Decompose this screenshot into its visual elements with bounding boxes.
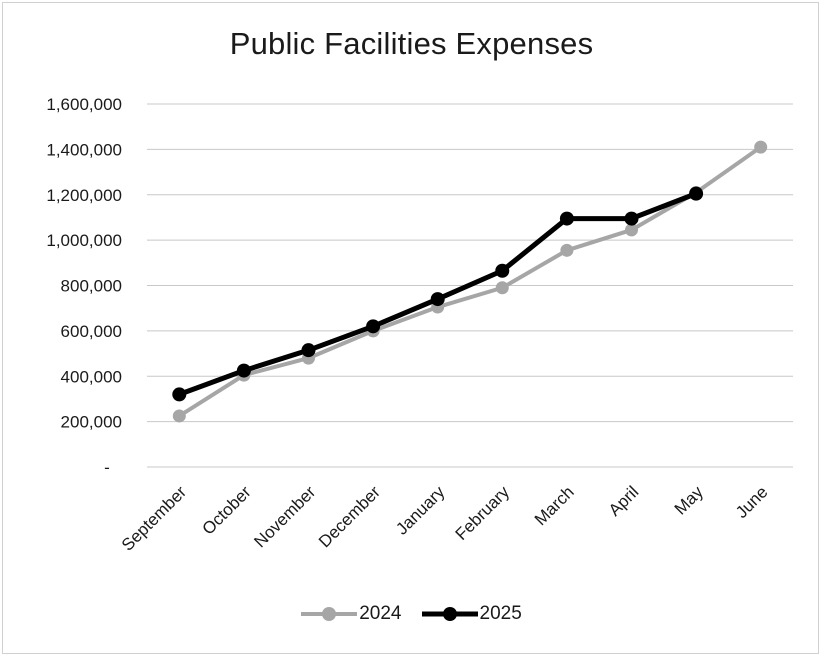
x-tick-label: June xyxy=(732,482,772,522)
chart-title: Public Facilities Expenses xyxy=(229,26,594,61)
data-point xyxy=(495,263,510,278)
y-tick-label: 1,000,000 xyxy=(46,231,122,250)
data-point xyxy=(495,281,509,295)
data-point xyxy=(560,243,574,257)
x-tick-label: October xyxy=(199,482,255,538)
data-point xyxy=(301,343,316,358)
series-2025 xyxy=(172,186,704,402)
y-axis-tick-labels: - 200,000 400,000 600,000 800,000 1,000,000 1,… xyxy=(46,95,122,477)
y-tick-label: 800,000 xyxy=(61,277,122,296)
y-tick-label: 200,000 xyxy=(61,413,122,432)
data-point xyxy=(430,292,445,307)
data-point xyxy=(625,223,638,237)
series-2024 xyxy=(172,140,768,423)
x-tick-label: January xyxy=(392,482,449,539)
x-tick-label: December xyxy=(315,482,384,551)
data-point xyxy=(559,211,574,226)
legend-label-2025: 2025 xyxy=(479,603,522,624)
x-tick-label: September xyxy=(118,482,190,554)
gridlines xyxy=(147,103,793,468)
x-tick-label: March xyxy=(531,482,578,529)
legend-item-2025: 2025 xyxy=(421,603,522,625)
x-tick-label: May xyxy=(671,482,707,518)
x-tick-label: April xyxy=(605,482,642,519)
data-point xyxy=(172,387,187,402)
legend-item-2024: 2024 xyxy=(301,603,402,625)
y-tick-label: 400,000 xyxy=(61,367,122,386)
data-point xyxy=(754,140,768,154)
y-tick-label: 1,600,000 xyxy=(46,95,122,114)
data-point xyxy=(366,319,381,334)
x-tick-label: February xyxy=(452,482,514,544)
series-line-2024 xyxy=(178,145,762,418)
series-lines xyxy=(172,140,768,423)
x-tick-label: November xyxy=(250,482,319,551)
legend: 2024 2025 xyxy=(0,603,823,625)
legend-label-2024: 2024 xyxy=(359,603,402,624)
y-tick-label: 1,200,000 xyxy=(46,186,122,205)
y-tick-label: 1,400,000 xyxy=(46,140,122,159)
data-point xyxy=(172,409,186,423)
y-tick-label: - xyxy=(104,458,110,477)
y-tick-label: 600,000 xyxy=(61,322,122,341)
data-point xyxy=(689,186,704,201)
legend-swatch-2024 xyxy=(301,607,358,621)
data-point xyxy=(624,211,639,226)
data-point xyxy=(236,363,251,378)
legend-swatch-2025 xyxy=(421,607,478,621)
